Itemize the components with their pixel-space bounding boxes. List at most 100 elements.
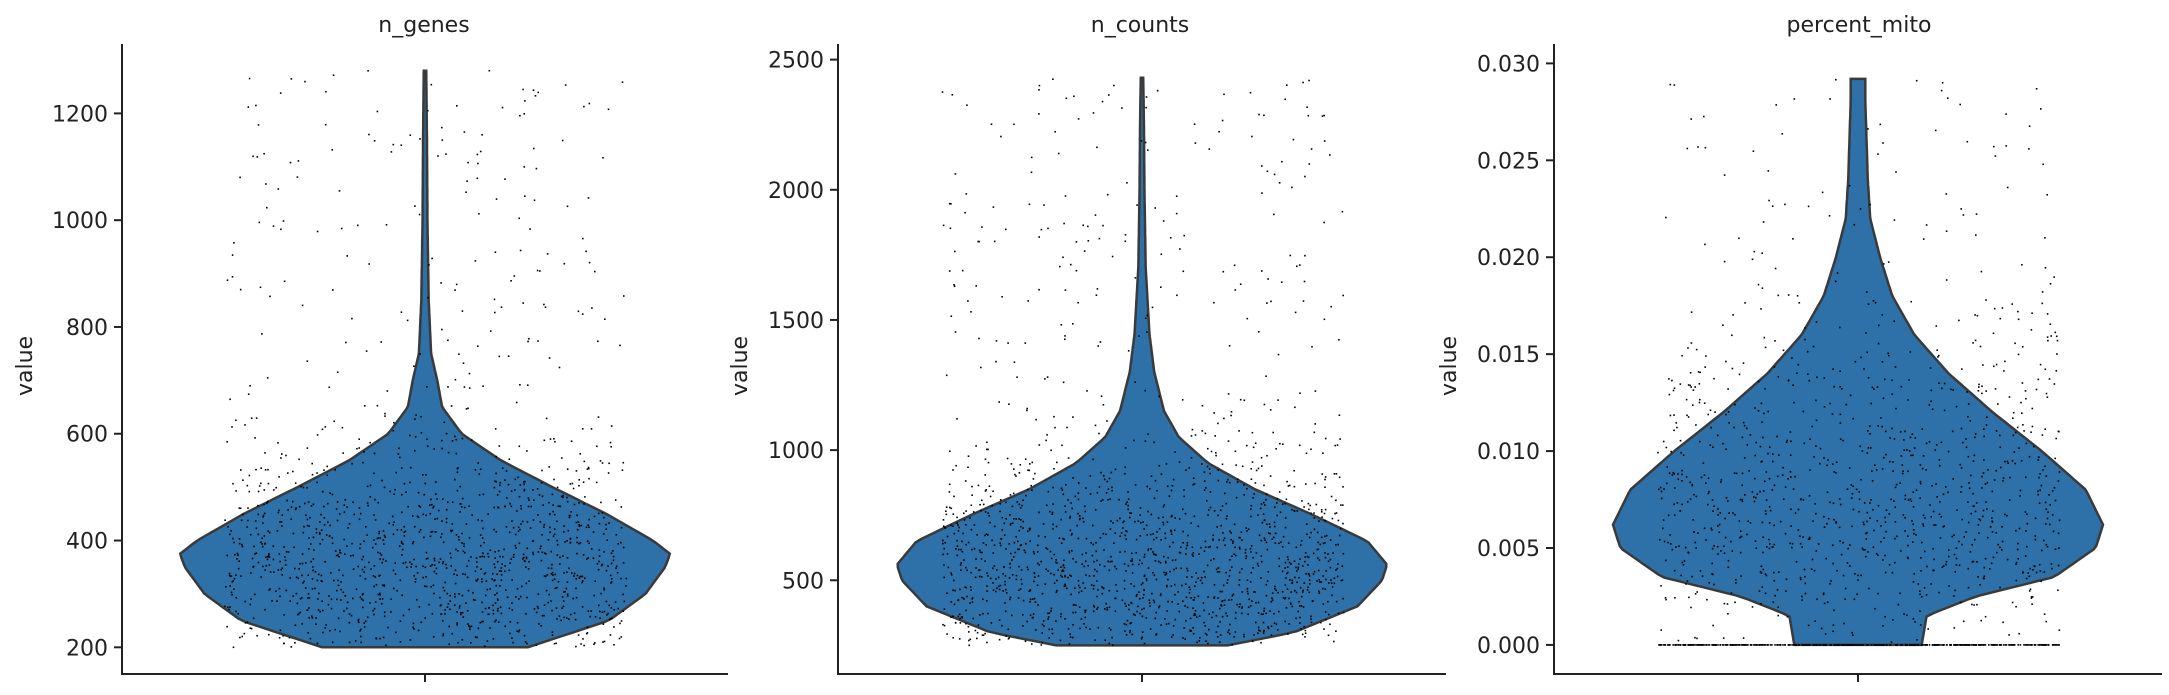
data-point — [328, 386, 331, 389]
data-point — [1233, 636, 1235, 638]
data-point — [1132, 613, 1135, 616]
data-point — [340, 581, 342, 583]
data-point — [1291, 581, 1294, 584]
data-point — [1673, 84, 1676, 86]
data-point — [506, 596, 509, 599]
data-point — [1250, 504, 1253, 507]
data-point — [1154, 560, 1157, 562]
data-point — [1154, 617, 1157, 620]
data-point — [1941, 387, 1943, 390]
data-point — [369, 484, 372, 487]
data-point — [1251, 431, 1254, 434]
data-point — [1772, 460, 1774, 463]
data-point — [1190, 457, 1193, 459]
data-point — [297, 577, 300, 580]
data-point — [1095, 550, 1098, 553]
data-point — [1799, 535, 1801, 537]
data-point — [558, 505, 561, 508]
data-point — [1175, 212, 1178, 215]
data-point — [267, 468, 269, 471]
data-point — [347, 527, 349, 529]
data-point — [578, 502, 580, 504]
data-point — [609, 618, 611, 620]
data-point — [1205, 640, 1207, 642]
data-point — [1947, 450, 1950, 453]
data-point — [1823, 457, 1825, 459]
data-point — [499, 481, 502, 484]
data-point — [1866, 511, 1869, 514]
data-point — [525, 557, 528, 560]
data-point — [312, 569, 314, 572]
data-point — [1084, 560, 1087, 563]
data-point — [399, 456, 401, 459]
data-point — [1148, 602, 1151, 604]
data-point — [987, 534, 989, 536]
data-point — [1081, 553, 1084, 556]
data-point — [597, 512, 600, 515]
data-point — [1835, 521, 1837, 523]
data-point — [1804, 582, 1807, 585]
data-point — [2001, 549, 2003, 551]
data-point — [1925, 594, 1928, 596]
data-point — [1768, 477, 1771, 480]
data-point — [1192, 483, 1195, 486]
data-point — [1131, 560, 1133, 562]
data-point — [2031, 603, 2033, 605]
data-point — [312, 558, 315, 560]
data-point — [999, 584, 1002, 587]
data-point — [325, 624, 327, 626]
data-point — [1760, 644, 1762, 646]
data-point — [1673, 429, 1675, 432]
data-point — [2034, 517, 2037, 520]
data-point — [1284, 98, 1286, 101]
data-point — [1216, 526, 1218, 528]
data-point — [326, 474, 328, 477]
data-point — [1187, 534, 1189, 537]
data-point — [1307, 502, 1310, 505]
data-point — [1969, 551, 1972, 553]
data-point — [468, 372, 471, 375]
data-point — [1258, 534, 1261, 537]
data-point — [966, 569, 968, 572]
data-point — [1123, 520, 1125, 523]
data-point — [1893, 219, 1896, 221]
data-point — [517, 530, 520, 533]
data-point — [1114, 565, 1116, 568]
data-point — [2056, 644, 2058, 646]
data-point — [1890, 641, 1893, 643]
data-point — [1029, 601, 1031, 603]
data-point — [500, 574, 503, 576]
data-point — [548, 593, 550, 596]
data-point — [1108, 477, 1111, 480]
data-point — [1230, 411, 1233, 413]
data-point — [1730, 592, 1733, 594]
data-point — [2014, 342, 2016, 345]
data-point — [320, 574, 323, 577]
data-point — [588, 477, 590, 480]
data-point — [1807, 624, 1810, 627]
data-point — [487, 552, 489, 555]
data-point — [1029, 540, 1031, 542]
data-point — [1940, 441, 1943, 444]
data-point — [1212, 538, 1214, 540]
data-point — [1048, 612, 1051, 614]
data-point — [959, 617, 961, 620]
data-point — [1214, 435, 1216, 437]
data-point — [1773, 524, 1775, 527]
data-point — [1816, 376, 1818, 379]
data-point — [1705, 539, 1707, 541]
data-point — [1679, 439, 1682, 442]
data-point — [1852, 485, 1854, 488]
data-point — [1672, 471, 1675, 474]
data-point — [587, 197, 590, 199]
data-point — [1067, 499, 1069, 501]
data-point — [277, 569, 280, 571]
data-point — [553, 642, 556, 645]
data-point — [467, 161, 469, 164]
data-point — [1166, 585, 1168, 588]
data-point — [1701, 644, 1703, 646]
data-point — [1815, 399, 1817, 402]
data-point — [2042, 163, 2044, 166]
data-point — [1042, 523, 1045, 525]
